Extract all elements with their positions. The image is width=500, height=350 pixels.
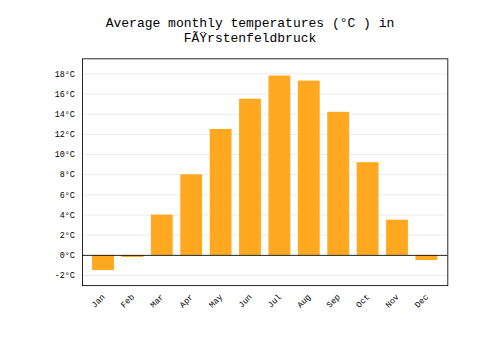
- svg-text:6°C: 6°C: [60, 191, 75, 201]
- html-text:Average monthly temperatures (: Average monthly temperatures (°C ) in FÃ…: [105, 16, 395, 46]
- svg-text:Jan: Jan: [90, 293, 108, 311]
- svg-text:2°C: 2°C: [60, 231, 75, 241]
- svg-text:Oct: Oct: [354, 293, 372, 311]
- svg-text:12°C: 12°C: [55, 130, 75, 140]
- svg-text:4°C: 4°C: [60, 211, 75, 221]
- svg-text:Apr: Apr: [178, 293, 196, 311]
- svg-text:Nov: Nov: [384, 293, 402, 311]
- svg-text:May: May: [207, 293, 225, 311]
- svg-text:Mar: Mar: [149, 293, 167, 311]
- svg-text:Jun: Jun: [237, 293, 255, 311]
- svg-text:-2°C: -2°C: [55, 271, 75, 281]
- svg-text:0°C: 0°C: [60, 251, 75, 261]
- svg-text:Feb: Feb: [119, 293, 137, 311]
- svg-text:18°C: 18°C: [55, 70, 75, 80]
- svg-text:Sep: Sep: [325, 293, 343, 311]
- svg-text:Jul: Jul: [266, 293, 284, 311]
- svg-text:Dec: Dec: [413, 293, 431, 311]
- svg-text:10°C: 10°C: [55, 150, 75, 160]
- svg-text:16°C: 16°C: [55, 90, 75, 100]
- svg-text:8°C: 8°C: [60, 170, 75, 180]
- svg-text:14°C: 14°C: [55, 110, 75, 120]
- svg-text:Aug: Aug: [296, 293, 314, 311]
